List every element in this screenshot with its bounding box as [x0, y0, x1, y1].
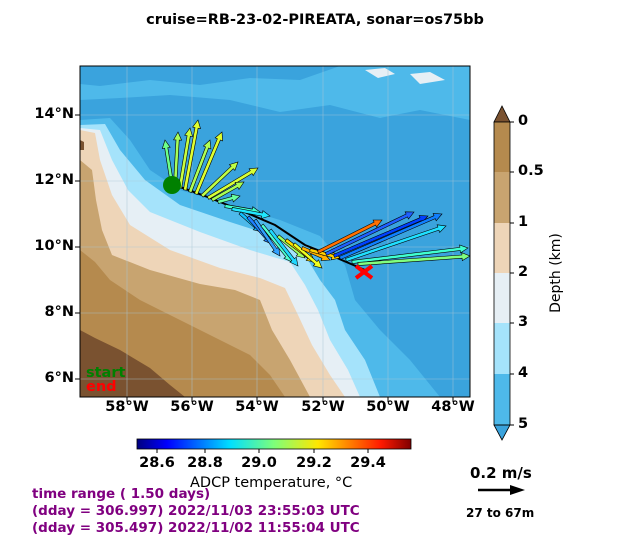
current-vector-arrow: [268, 228, 299, 267]
map-frame: [79, 65, 471, 398]
depth-tick: 1: [518, 214, 529, 230]
temp-tick: 28.6: [139, 455, 175, 471]
current-vector-arrow: [210, 181, 245, 202]
lon-tick: 54°W: [235, 399, 279, 415]
temperature-colorbar: [136, 438, 412, 453]
lon-tick: 50°W: [366, 399, 410, 415]
scale-depth-range: 27 to 67m: [466, 506, 535, 520]
current-vector-arrow: [292, 242, 323, 269]
temp-tick: 28.8: [187, 455, 223, 471]
current-vector-arrow: [200, 161, 239, 198]
lat-tick: 8°N: [44, 304, 74, 320]
start-label: start: [86, 365, 126, 381]
depth-tick: 5: [518, 416, 529, 432]
depth-tick: 0.5: [518, 163, 544, 179]
current-vector-arrow: [301, 246, 331, 261]
current-vector-arrow: [183, 119, 201, 191]
end-label: end: [86, 379, 117, 395]
bathymetry-map: [80, 66, 470, 397]
start-time-text: (dday = 305.497) 2022/11/02 11:55:04 UTC: [32, 520, 360, 536]
current-vector-arrow: [194, 131, 223, 195]
temp-tick: 29.0: [241, 455, 277, 471]
scale-arrow: [478, 485, 525, 495]
current-vector-arrow: [339, 213, 443, 260]
lat-tick: 10°N: [34, 238, 74, 254]
lon-tick: 56°W: [170, 399, 214, 415]
lat-tick: 12°N: [34, 172, 74, 188]
depth-tick: 3: [518, 314, 529, 330]
time-range-text: time range ( 1.50 days): [32, 486, 211, 502]
current-vectors: [161, 119, 470, 269]
end-time-text: (dday = 306.997) 2022/11/03 23:55:03 UTC: [32, 503, 360, 519]
depth-tick: 4: [518, 365, 529, 381]
depth-colorbar: [493, 105, 514, 441]
lat-tick: 14°N: [34, 106, 74, 122]
current-vector-arrow: [324, 211, 415, 256]
current-vector-arrow: [178, 127, 194, 189]
lon-tick: 48°W: [431, 399, 475, 415]
end-marker: [354, 264, 374, 280]
temperature-axis-label: ADCP temperature, °C: [190, 475, 353, 491]
current-vector-arrow: [351, 244, 469, 264]
lat-tick: 6°N: [44, 370, 74, 386]
lon-tick: 52°W: [301, 399, 345, 415]
current-vector-arrow: [253, 218, 281, 257]
current-vector-arrow: [231, 207, 271, 219]
depth-axis-label: Depth (km): [548, 233, 564, 313]
current-vector-arrow: [345, 224, 447, 262]
depth-tick: 0: [518, 113, 529, 129]
current-vector-arrow: [217, 193, 241, 204]
current-vector-arrow: [188, 139, 212, 193]
depth-tick: 2: [518, 264, 529, 280]
current-vector-arrow: [357, 252, 470, 266]
current-vector-arrow: [206, 167, 259, 200]
page-title: cruise=RB-23-02-PIREATA, sonar=os75bb: [146, 12, 484, 28]
lon-tick: 58°W: [105, 399, 149, 415]
temp-tick: 29.2: [296, 455, 332, 471]
temp-tick: 29.4: [350, 455, 386, 471]
current-vector-arrow: [316, 219, 383, 254]
start-marker: [163, 176, 181, 194]
scale-speed-label: 0.2 m/s: [470, 464, 532, 482]
